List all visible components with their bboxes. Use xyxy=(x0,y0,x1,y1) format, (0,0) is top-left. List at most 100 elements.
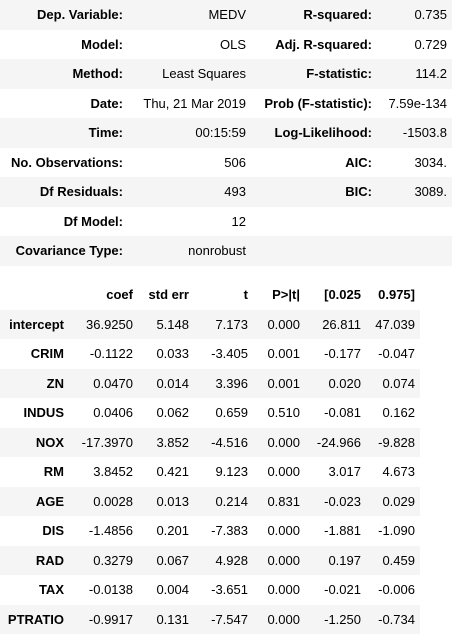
variable-name: RAD xyxy=(35,552,64,568)
summary-table: Dep. Variable: MEDV R-squared: 0.735 Model: O… xyxy=(0,0,452,266)
coefficient-value: 0.000 xyxy=(267,552,300,568)
coefficient-value: 47.039 xyxy=(375,316,415,332)
coefficient-value: 0.001 xyxy=(267,346,300,362)
coefficient-value: 0.029 xyxy=(382,493,415,509)
field-value: 0.735 xyxy=(414,7,447,23)
coefficient-row: CRIM -0.1122 0.033 -3.405 0.001 -0.177 -0.047 xyxy=(0,339,420,369)
coefficient-value: 0.131 xyxy=(156,611,189,627)
coefficient-value: 5.148 xyxy=(156,316,189,332)
field-value: 0.729 xyxy=(414,36,447,52)
coefficient-value: 0.0406 xyxy=(93,405,133,421)
field-value: nonrobust xyxy=(188,243,246,259)
coefficient-value: -4.516 xyxy=(211,434,248,450)
coefficient-value: 4.673 xyxy=(382,464,415,480)
coefficient-value: 26.811 xyxy=(322,316,361,332)
field-label: Model: xyxy=(81,36,123,52)
coefficient-value: 4.928 xyxy=(215,552,248,568)
empty-cell xyxy=(377,236,452,266)
field-value: OLS xyxy=(219,36,246,52)
coefficient-value: 0.0470 xyxy=(93,375,133,391)
field-value: 3089. xyxy=(414,184,447,200)
coefficient-value: -0.081 xyxy=(324,405,361,421)
summary-row: Dep. Variable: MEDV R-squared: 0.735 xyxy=(0,0,452,30)
coefficient-value: 0.831 xyxy=(267,493,300,509)
summary-row: Time: 00:15:59 Log-Likelihood: -1503.8 xyxy=(0,118,452,148)
summary-row: Covariance Type: nonrobust xyxy=(0,236,452,266)
column-header: t xyxy=(243,287,248,303)
coefficient-value: 0.001 xyxy=(267,375,300,391)
field-label: Covariance Type: xyxy=(15,243,123,259)
coefficient-value: -17.3970 xyxy=(81,434,133,450)
column-header: P>|t| xyxy=(272,287,300,303)
coefficient-table: coef std err t P>|t| [0.025 0.975] intercept 3… xyxy=(0,280,420,634)
coefficient-value: -0.023 xyxy=(324,493,361,509)
coefficient-value: -0.734 xyxy=(378,611,415,627)
variable-name: TAX xyxy=(38,582,64,598)
field-value: MEDV xyxy=(208,7,246,23)
coefficient-row: NOX -17.3970 3.852 -4.516 0.000 -24.966 -9.828 xyxy=(0,427,420,457)
coefficient-value: 36.9250 xyxy=(86,316,133,332)
field-label: AIC: xyxy=(345,154,372,170)
coefficient-value: 0.004 xyxy=(156,582,189,598)
variable-name: AGE xyxy=(35,493,64,509)
coefficient-value: 0.013 xyxy=(156,493,189,509)
field-label: BIC: xyxy=(345,184,372,200)
column-header: coef xyxy=(106,287,133,303)
coefficient-row: ZN 0.0470 0.014 3.396 0.001 0.020 0.074 xyxy=(0,368,420,398)
coefficient-value: 0.020 xyxy=(328,375,361,391)
empty-cell xyxy=(251,207,377,237)
coefficient-value: -24.966 xyxy=(316,434,361,450)
field-value: 7.59e-134 xyxy=(388,95,447,111)
field-value: -1503.8 xyxy=(402,125,447,141)
variable-name: CRIM xyxy=(30,346,64,362)
empty-cell xyxy=(377,207,452,237)
variable-name: RM xyxy=(43,464,64,480)
coefficient-value: 0.000 xyxy=(267,434,300,450)
coefficient-value: -0.0138 xyxy=(88,582,133,598)
variable-name: NOX xyxy=(35,434,64,450)
coefficient-value: -7.547 xyxy=(211,611,248,627)
coefficient-value: 0.214 xyxy=(215,493,248,509)
variable-name: ZN xyxy=(46,375,64,391)
field-value: 493 xyxy=(224,184,246,200)
coefficient-value: -1.4856 xyxy=(88,523,133,539)
field-value: Thu, 21 Mar 2019 xyxy=(143,95,246,111)
summary-row: Method: Least Squares F-statistic: 114.2 xyxy=(0,59,452,89)
coefficient-value: 0.510 xyxy=(267,405,300,421)
variable-name: DIS xyxy=(42,523,64,539)
variable-name: INDUS xyxy=(23,405,64,421)
coefficient-value: 0.459 xyxy=(382,552,415,568)
header-row: coef std err t P>|t| [0.025 0.975] xyxy=(0,280,420,310)
field-value: 3034. xyxy=(414,154,447,170)
field-label: Date: xyxy=(90,95,123,111)
coefficient-value: -0.006 xyxy=(378,582,415,598)
column-header: [0.025 xyxy=(324,287,361,303)
coefficient-row: TAX -0.0138 0.004 -3.651 0.000 -0.021 -0.006 xyxy=(0,575,420,605)
column-header: 0.975] xyxy=(378,287,415,303)
variable-name: intercept xyxy=(9,316,64,332)
coefficient-value: 0.000 xyxy=(267,464,300,480)
coefficient-value: -3.651 xyxy=(211,582,248,598)
coefficient-value: 7.173 xyxy=(215,316,248,332)
coefficient-value: -0.9917 xyxy=(88,611,133,627)
field-value: 114.2 xyxy=(415,66,447,82)
field-value: 12 xyxy=(231,213,246,229)
summary-row: No. Observations: 506 AIC: 3034. xyxy=(0,148,452,178)
coefficient-row: INDUS 0.0406 0.062 0.659 0.510 -0.081 0.162 xyxy=(0,398,420,428)
summary-row: Df Model: 12 xyxy=(0,207,452,237)
field-label: R-squared: xyxy=(303,7,372,23)
coefficient-value: 0.000 xyxy=(267,316,300,332)
coefficient-value: 0.074 xyxy=(382,375,415,391)
coefficient-row: PTRATIO -0.9917 0.131 -7.547 0.000 -1.250 -0.7… xyxy=(0,604,420,634)
coefficient-row: DIS -1.4856 0.201 -7.383 0.000 -1.881 -1.090 xyxy=(0,516,420,546)
summary-row: Date: Thu, 21 Mar 2019 Prob (F-statistic):… xyxy=(0,89,452,119)
coefficient-value: 3.8452 xyxy=(93,464,133,480)
coefficient-value: 0.0028 xyxy=(93,493,133,509)
coefficient-value: 0.000 xyxy=(267,611,300,627)
coefficient-value: 0.014 xyxy=(156,375,189,391)
coefficient-row: intercept 36.9250 5.148 7.173 0.000 26.811 47.… xyxy=(0,309,420,339)
coefficient-value: 0.062 xyxy=(156,405,189,421)
coefficient-value: 0.000 xyxy=(267,523,300,539)
field-value: 506 xyxy=(224,154,246,170)
